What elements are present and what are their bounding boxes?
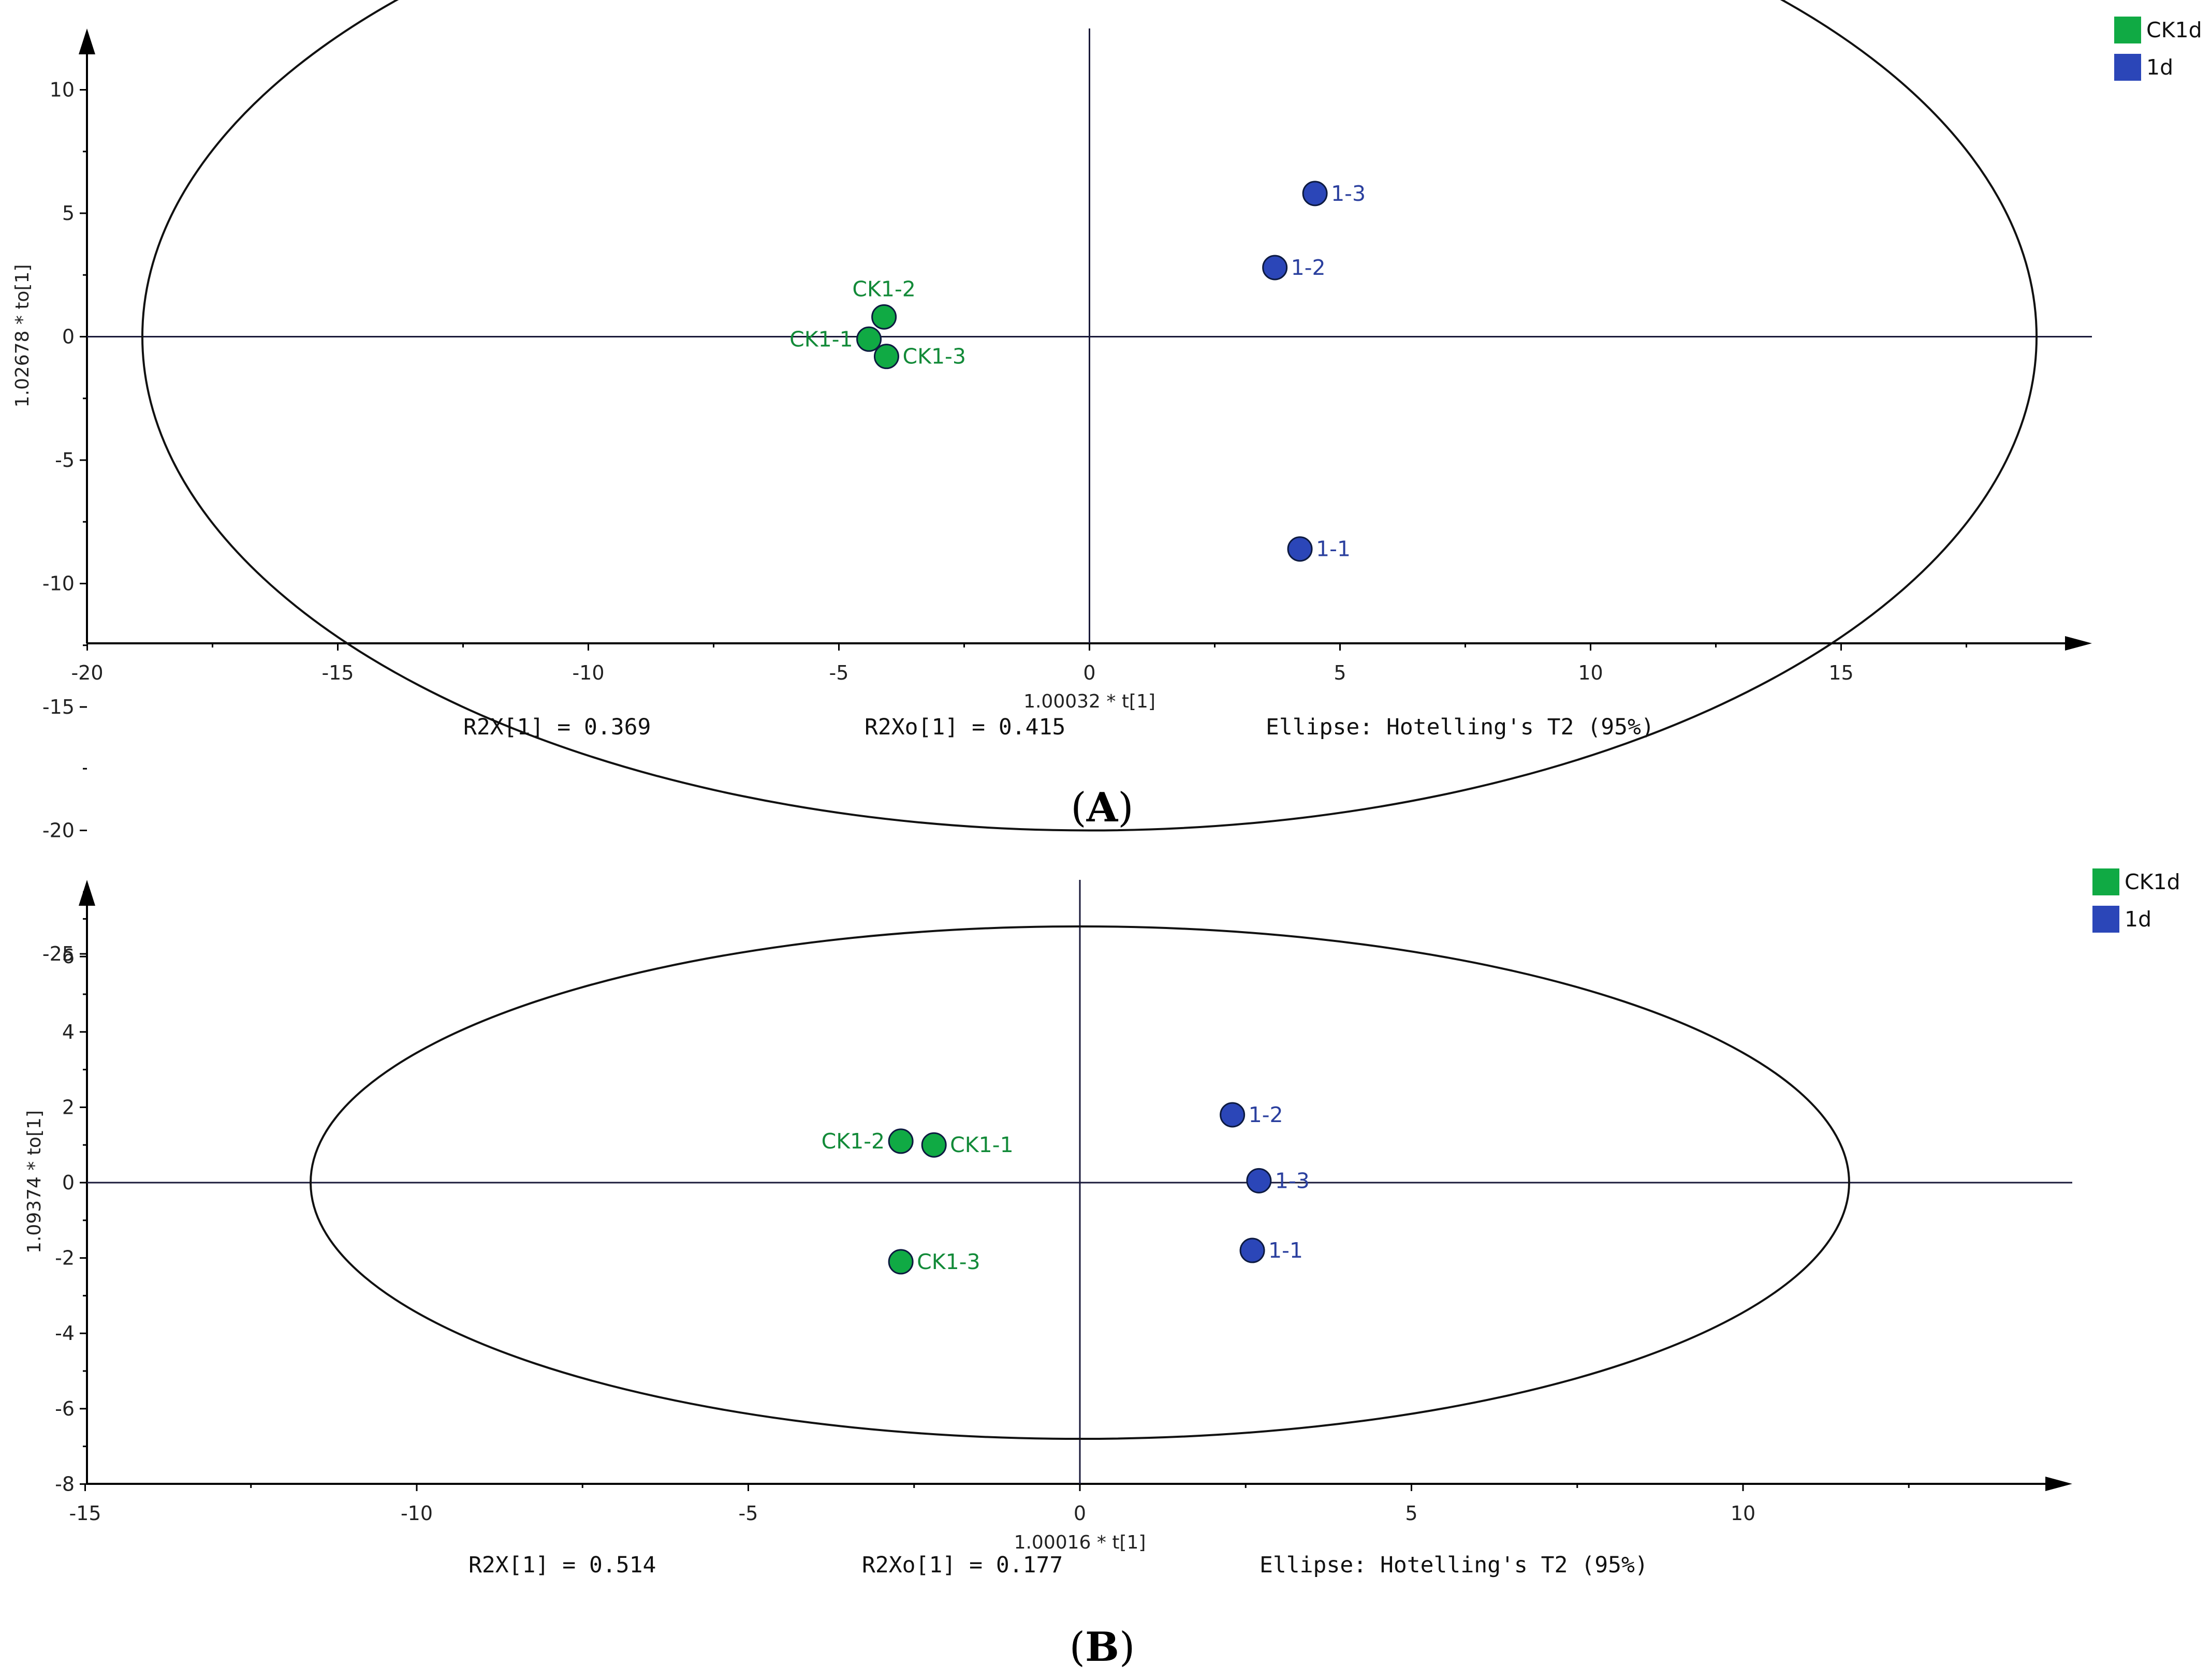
- y-axis-title: 1.09374 * to[1]: [24, 1110, 45, 1254]
- y-axis-arrow: [79, 28, 95, 54]
- x-tick-label: -10: [401, 1502, 433, 1525]
- panel-label: (A): [1071, 784, 1133, 831]
- y-tick-label: -10: [42, 572, 75, 595]
- x-tick-label: 0: [1074, 1502, 1086, 1525]
- x-tick-label: 0: [1083, 661, 1095, 684]
- legend-label: 1d: [2125, 907, 2151, 932]
- data-point-label: CK1-2: [852, 276, 915, 301]
- y-tick-label: 0: [62, 1171, 75, 1194]
- y-tick-label: 0: [62, 326, 75, 348]
- y-tick-label: -4: [55, 1322, 75, 1345]
- y-tick-label: 2: [62, 1096, 75, 1118]
- data-point-label: CK1-1: [789, 327, 853, 351]
- x-tick-label: 15: [1828, 661, 1853, 684]
- stat-r2x: R2X[1] = 0.369: [463, 714, 651, 740]
- data-point-label: CK1-1: [950, 1132, 1013, 1157]
- hotelling-t2-ellipse: [310, 925, 1850, 1440]
- x-tick-label: -20: [71, 661, 103, 684]
- y-tick-label: -20: [42, 819, 75, 842]
- x-tick-label: 10: [1731, 1502, 1755, 1525]
- panel-label: (B): [1070, 1624, 1135, 1671]
- legend-swatch: [2114, 17, 2141, 43]
- x-axis-arrow: [2045, 1477, 2072, 1491]
- legend-swatch: [2092, 868, 2119, 895]
- y-tick-label: -5: [55, 449, 75, 471]
- data-point-label: 1-1: [1268, 1238, 1303, 1263]
- data-point: [1262, 255, 1288, 281]
- y-tick-label: -15: [42, 696, 75, 718]
- data-point-label: 1-1: [1316, 537, 1351, 562]
- panel-a: 20151050-5-10-15-20-25-20-15-10-50510151…: [12, 0, 2202, 965]
- data-point: [1239, 1237, 1265, 1263]
- data-point: [871, 304, 897, 330]
- panel-b: 6 4 2 0 -2 -4 -6 -8 -15 -10 -5 0 5 10 1.00016 * t[1] 1.…: [24, 868, 2180, 1671]
- y-tick-label: 6: [62, 945, 75, 968]
- data-point-label: CK1-2: [822, 1129, 885, 1154]
- y-axis-arrow: [79, 880, 95, 906]
- y-tick-label: -25: [42, 942, 75, 965]
- legend-swatch: [2092, 906, 2119, 933]
- y-axis-title: 1.02678 * to[1]: [12, 264, 33, 408]
- stat-r2x: R2X[1] = 0.514: [468, 1552, 656, 1578]
- stat-ellipse: Ellipse: Hotelling's T2 (95%): [1266, 714, 1654, 740]
- data-point-label: 1-3: [1331, 181, 1366, 206]
- x-axis-title: 1.00032 * t[1]: [1023, 691, 1155, 712]
- x-tick-label: -15: [69, 1502, 101, 1525]
- legend-label: CK1d: [2125, 870, 2180, 894]
- x-tick-label: -5: [829, 661, 849, 684]
- x-tick-label: -15: [321, 661, 354, 684]
- data-point-label: 1-2: [1291, 255, 1326, 280]
- data-point: [856, 326, 882, 352]
- data-point: [888, 1249, 914, 1275]
- y-tick-label: -2: [55, 1247, 75, 1270]
- data-point-label: 1-2: [1249, 1102, 1283, 1127]
- data-point-label: 1-3: [1275, 1168, 1310, 1193]
- data-point: [873, 344, 899, 370]
- legend-label: CK1d: [2146, 18, 2202, 42]
- legend-label: 1d: [2146, 55, 2173, 80]
- y-tick-label: 5: [62, 202, 75, 225]
- x-tick-label: -5: [739, 1502, 758, 1525]
- x-tick-label: 5: [1405, 1502, 1417, 1525]
- x-tick-label: 10: [1578, 661, 1603, 684]
- data-point: [888, 1128, 914, 1154]
- data-point-label: CK1-3: [917, 1249, 980, 1274]
- data-point: [1287, 536, 1313, 562]
- data-point-label: CK1-3: [902, 344, 965, 369]
- legend-swatch: [2114, 54, 2141, 81]
- stat-ellipse: Ellipse: Hotelling's T2 (95%): [1260, 1552, 1648, 1578]
- x-axis-arrow: [2065, 636, 2092, 651]
- hotelling-t2-ellipse: [141, 0, 2038, 832]
- data-point: [1220, 1102, 1246, 1128]
- data-point: [1302, 181, 1328, 207]
- data-point: [921, 1132, 947, 1158]
- y-tick-label: 4: [62, 1021, 75, 1043]
- y-tick-label: 10: [50, 79, 75, 101]
- x-tick-label: -10: [572, 661, 604, 684]
- x-tick-label: 5: [1334, 661, 1346, 684]
- y-tick-label: -8: [55, 1472, 75, 1495]
- x-axis-title: 1.00016 * t[1]: [1014, 1532, 1146, 1553]
- stat-r2xo: R2Xo[1] = 0.177: [862, 1552, 1063, 1578]
- y-tick-label: -6: [55, 1397, 75, 1420]
- data-point: [1246, 1168, 1272, 1193]
- stat-r2xo: R2Xo[1] = 0.415: [865, 714, 1065, 740]
